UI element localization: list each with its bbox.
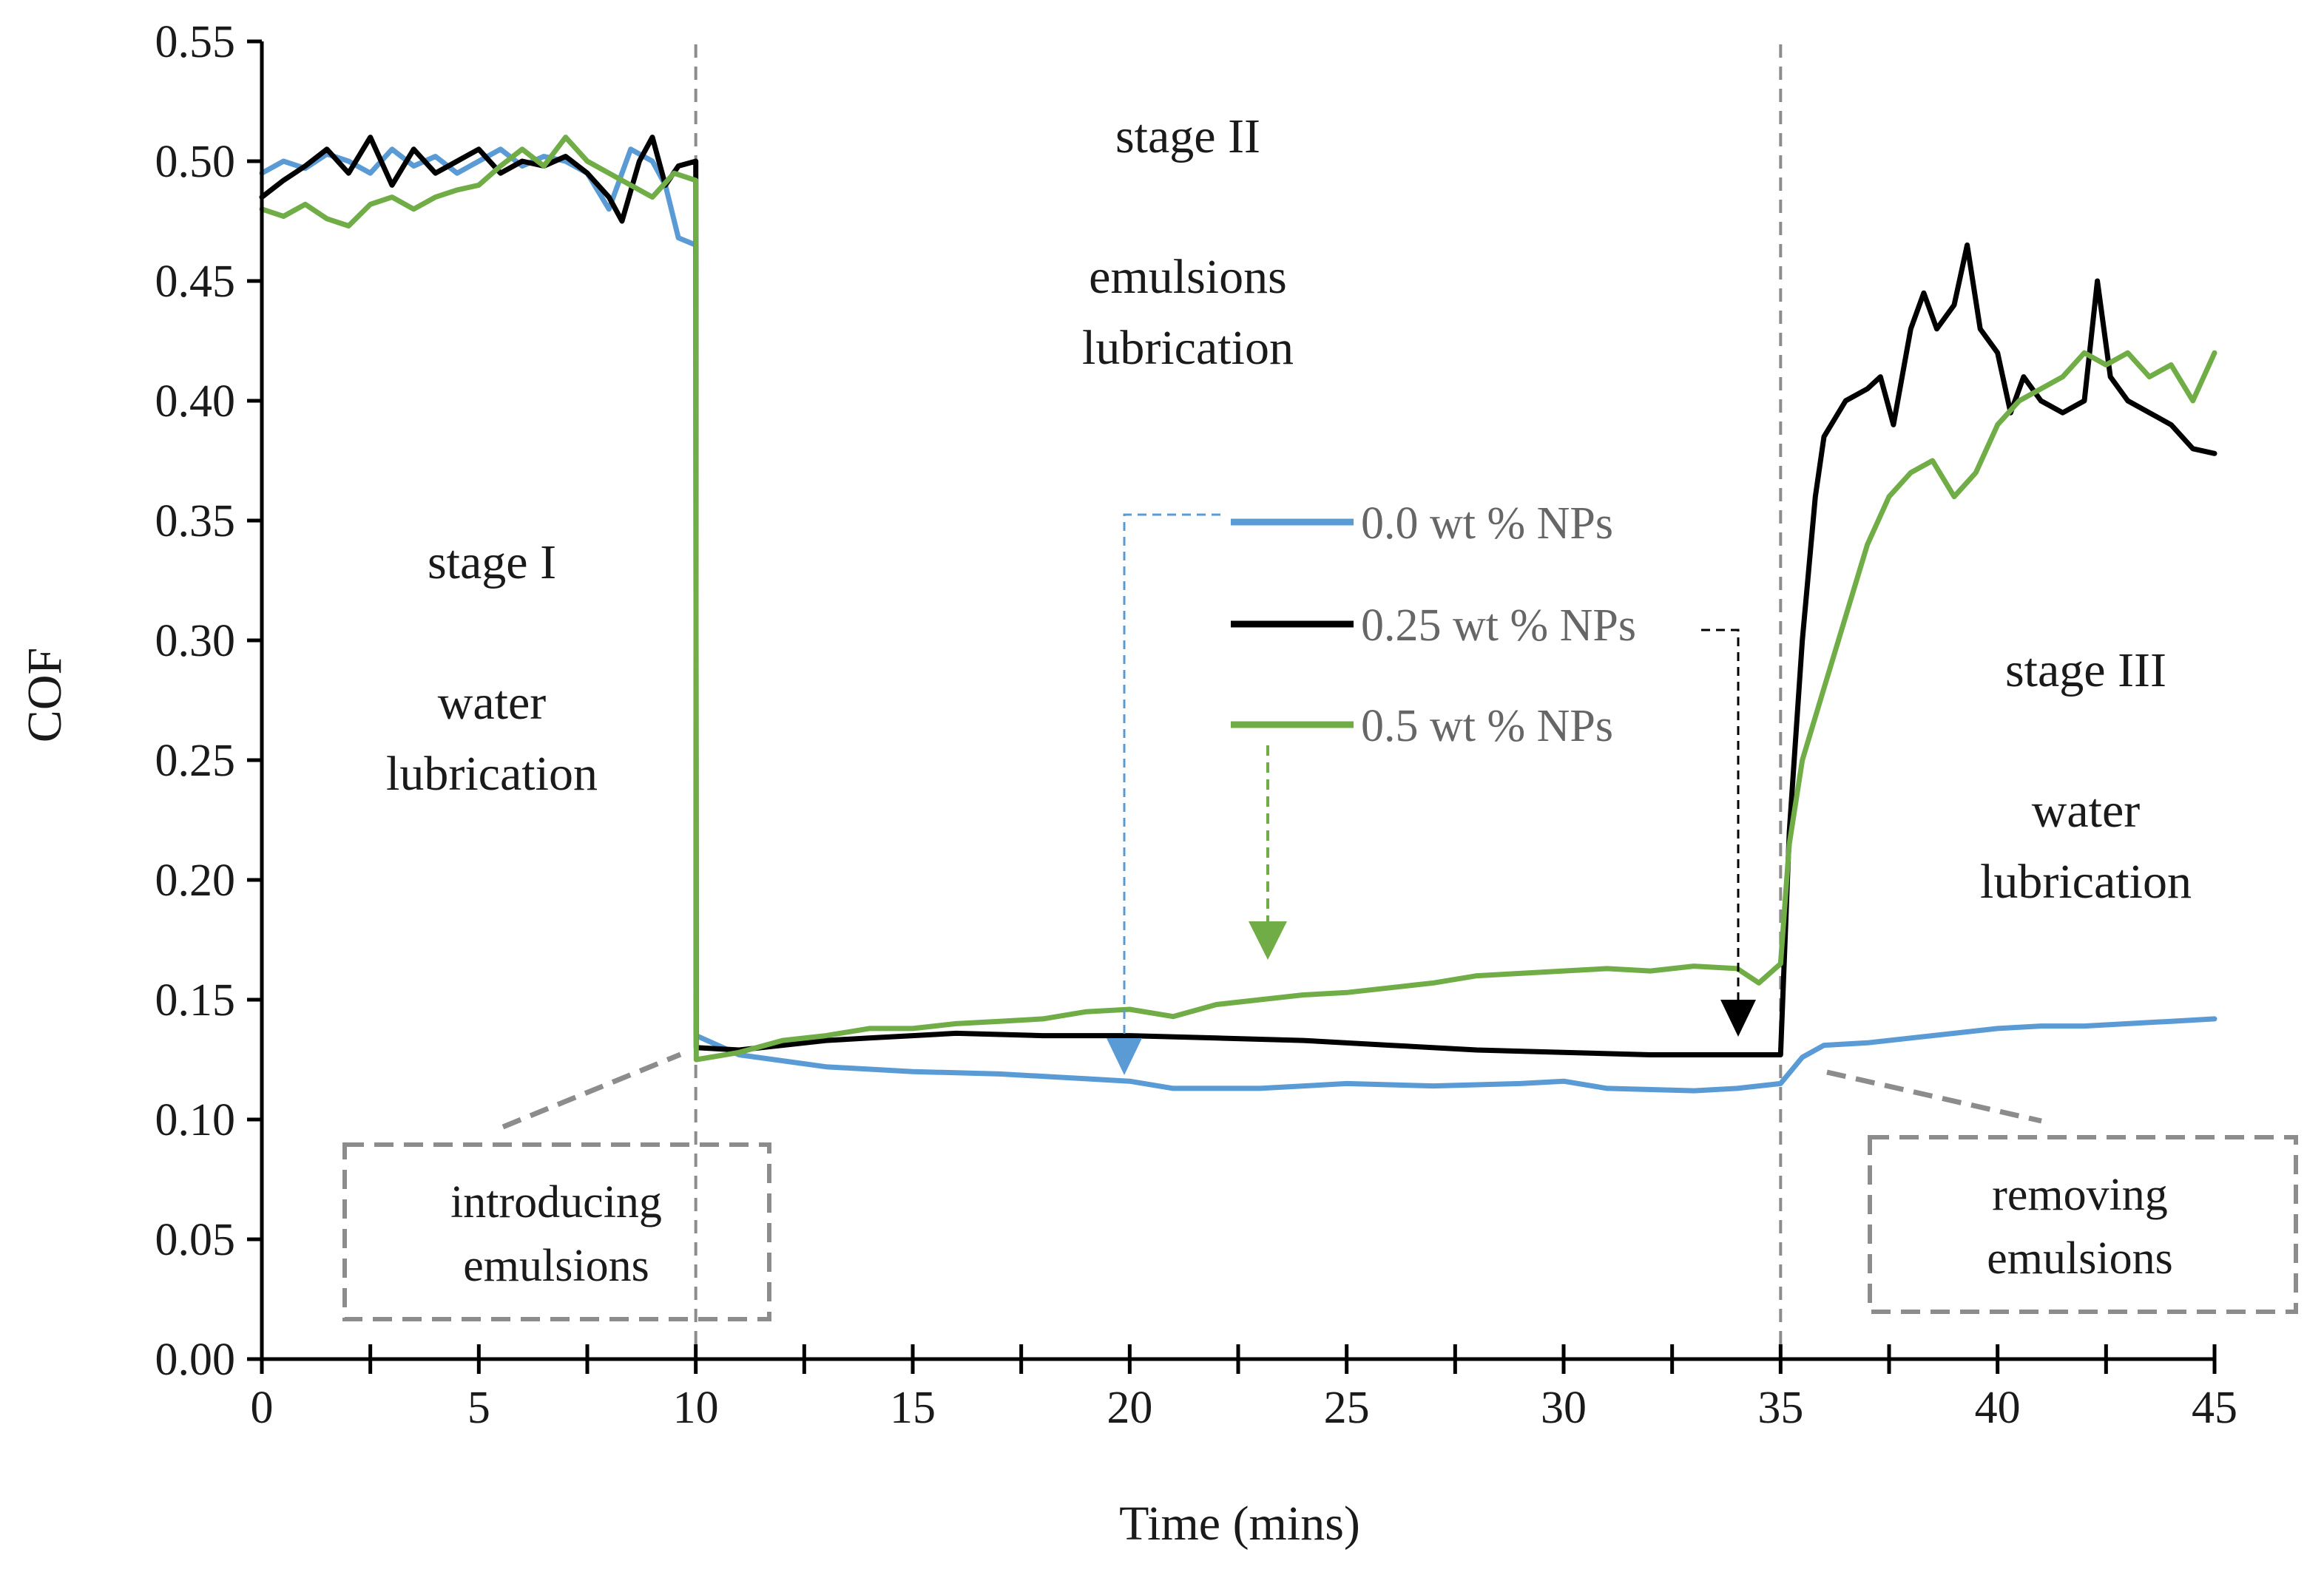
y-axis-title: COF	[18, 648, 72, 742]
removing-emulsions-line1: removing	[1992, 1170, 2168, 1220]
x-tick-label-8: 40	[1975, 1383, 2021, 1433]
series-line-0	[259, 146, 2217, 1094]
introducing-emulsions-line1: introducing	[450, 1177, 662, 1227]
stage1-desc-line1: water	[438, 676, 547, 730]
introducing-emulsions-line2: emulsions	[463, 1241, 649, 1291]
legend-label-2: 0.5 wt % NPs	[1361, 701, 1613, 751]
black-pointer-line	[1701, 629, 1740, 1000]
legend-arrows	[1107, 513, 1756, 1075]
x-tick-label-2: 10	[673, 1383, 719, 1433]
y-tick-label-9: 0.45	[155, 257, 236, 307]
blue-pointer-head	[1107, 1038, 1142, 1075]
y-tick-label-4: 0.20	[155, 856, 236, 906]
y-tick-label-7: 0.35	[155, 496, 236, 546]
x-tick-label-7: 35	[1757, 1383, 1803, 1433]
y-tick-label-1: 0.05	[155, 1215, 236, 1265]
stage1-desc-line2: lubrication	[386, 747, 598, 801]
annotation-boxes	[342, 1051, 2298, 1321]
axes: 0.00 0.05 0.10 0.15 0.20 0.25 0.30 0.35 0.40 0.45…	[155, 17, 2238, 1433]
introducing-connector	[501, 1051, 682, 1130]
green-pointer-head	[1249, 921, 1287, 960]
introducing-emulsions-box	[342, 1142, 771, 1321]
stage3-desc-line1: water	[2032, 784, 2141, 838]
black-pointer-head	[1720, 1000, 1756, 1037]
legend: 0.0 wt % NPs 0.25 wt % NPs 0.5 wt % NPs	[1231, 498, 1636, 751]
stage-labels: stage I water lubrication stage II emuls…	[386, 109, 2192, 1291]
y-tick-label-3: 0.15	[155, 975, 236, 1026]
x-tick-label-3: 15	[890, 1383, 936, 1433]
stage3-title: stage III	[2005, 643, 2166, 697]
x-tick-label-0: 0	[251, 1383, 274, 1433]
removing-emulsions-box	[1868, 1135, 2298, 1314]
y-tick-label-2: 0.10	[155, 1095, 236, 1145]
stage2-desc-line2: lubrication	[1082, 321, 1294, 375]
stage1-title: stage I	[428, 535, 556, 589]
blue-pointer-line	[1123, 513, 1220, 1041]
x-axis-title: Time (mins)	[1119, 1497, 1360, 1551]
x-tick-label-6: 30	[1541, 1383, 1587, 1433]
stage3-desc-line2: lubrication	[1980, 855, 2192, 909]
y-tick-label-0: 0.00	[155, 1335, 236, 1385]
x-tick-label-5: 25	[1324, 1383, 1370, 1433]
removing-connector	[1826, 1069, 2042, 1124]
legend-label-1: 0.25 wt % NPs	[1361, 600, 1636, 651]
y-tick-label-11: 0.55	[155, 17, 236, 67]
y-tick-label-6: 0.30	[155, 616, 236, 666]
series-layer	[259, 135, 2217, 1094]
stage2-desc-line1: emulsions	[1089, 250, 1287, 304]
y-tick-label-8: 0.40	[155, 376, 236, 427]
x-tick-label-9: 45	[2192, 1383, 2237, 1433]
legend-label-0: 0.0 wt % NPs	[1361, 498, 1613, 549]
stage-dividers	[694, 44, 1783, 1359]
stage2-title: stage II	[1115, 109, 1260, 163]
y-tick-label-5: 0.25	[155, 736, 236, 786]
x-tick-label-1: 5	[467, 1383, 490, 1433]
series-line-2	[259, 135, 2217, 1063]
removing-emulsions-line2: emulsions	[1987, 1233, 2172, 1284]
x-tick-label-4: 20	[1107, 1383, 1152, 1433]
y-tick-label-10: 0.50	[155, 137, 236, 187]
